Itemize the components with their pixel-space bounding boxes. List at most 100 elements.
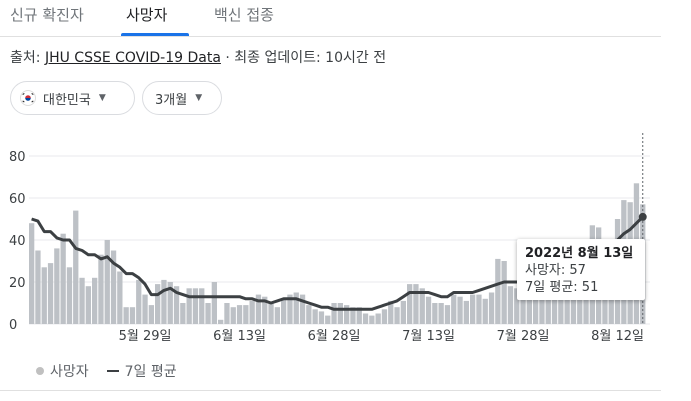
x-tick-label: 7월 13일 [402,329,455,344]
hover-marker [638,133,647,324]
x-tick-label: 5월 29일 [119,329,172,344]
deaths-bar [236,305,243,324]
deaths-bar [476,294,482,324]
deaths-bar [192,288,199,324]
deaths-bar [205,303,211,324]
deaths-bar [230,307,236,324]
deaths-bar [482,298,488,324]
deaths-bar [388,300,394,324]
deaths-bar [551,284,558,324]
deaths-bar [136,279,142,324]
deaths-bar [249,300,255,324]
deaths-bar [438,303,444,324]
deaths-bar [375,313,381,324]
deaths-bar [394,307,400,324]
deaths-bar [318,311,325,324]
deaths-bar [104,240,110,324]
tab-new-cases[interactable]: 신규 확진자 [10,6,84,24]
deaths-bar [457,296,463,324]
deaths-bar [123,307,129,324]
deaths-bar [142,294,148,324]
deaths-bar [501,261,507,324]
deaths-bar [35,250,41,324]
deaths-bar [243,305,249,324]
legend-average-label: 7일 평균 [124,364,177,380]
deaths-bar [66,267,73,324]
deaths-bar [117,271,123,324]
deaths-bar [463,300,469,324]
active-tab-indicator [121,33,189,36]
legend-deaths-label: 사망자 [50,364,89,380]
period-dropdown[interactable]: 3개월 ▼ [142,81,222,115]
deaths-bar [47,263,54,324]
region-label: 대한민국 [43,92,91,108]
deaths-bar [293,292,299,324]
deaths-bar [520,290,526,324]
deaths-bar [186,288,192,324]
x-axis-ticks: 5월 29일 6월 13일 6월 28일 7월 13일 7월 28일 8월 12일 [119,329,644,344]
deaths-bar [79,277,85,324]
source-prefix: 출처: [10,50,45,66]
deaths-legend-marker [36,367,44,375]
chevron-down-icon: ▼ [98,93,106,103]
y-axis-ticks: 0 20 40 60 80 [9,150,26,333]
chevron-down-icon: ▼ [195,93,203,103]
deaths-bar [155,284,161,324]
x-tick-label: 6월 13일 [213,329,266,344]
region-dropdown[interactable]: 대한민국 ▼ [10,81,135,115]
tooltip-average: 7일 평균: 51 [525,280,599,295]
deaths-bar [60,233,66,324]
deaths-bar [350,307,356,324]
deaths-bars [29,183,646,324]
deaths-bar [255,294,262,324]
deaths-bar [533,282,539,324]
deaths-bar [451,294,457,324]
deaths-bar [488,292,495,324]
deaths-bar [495,258,501,324]
deaths-bar [224,303,230,324]
hover-tooltip: 2022년 8월 13일 사망자: 57 7일 평균: 51 [517,239,645,300]
hover-point [638,212,647,221]
deaths-bar [299,294,306,324]
deaths-bar [344,305,350,324]
tab-bar: 신규 확진자 사망자 백신 접종 [0,0,661,37]
deaths-bar [539,284,545,324]
x-tick-label: 8월 12일 [591,329,644,344]
source-link[interactable]: JHU CSSE COVID-19 Data [44,50,221,66]
deaths-bar [444,305,451,324]
deaths-bar [526,298,532,324]
deaths-bar [413,284,419,324]
x-tick-label: 7월 28일 [497,329,550,344]
average-legend-marker [106,370,119,372]
deaths-bar [98,254,104,324]
deaths-bar [173,286,180,324]
deaths-bar [400,300,406,324]
deaths-bar [180,303,186,324]
deaths-bar [268,303,274,324]
deaths-bar [129,307,136,324]
tab-deaths[interactable]: 사망자 [126,6,168,24]
deaths-bar [558,288,564,324]
deaths-bar [514,288,520,324]
deaths-bar [369,315,375,324]
deaths-bar [29,223,35,324]
deaths-bar [564,294,570,324]
y-tick-label: 40 [9,234,26,249]
x-tick-label: 6월 28일 [308,329,361,344]
deaths-bar [545,284,551,324]
deaths-bar [325,315,331,324]
deaths-bar [577,282,583,324]
deaths-bar [274,307,280,324]
period-label: 3개월 [155,92,188,108]
deaths-bar [331,303,337,324]
deaths-chart[interactable]: 0 20 40 60 80 5월 29일 6월 13일 6월 28일 7월 13일 7월 28일… [0,125,661,350]
source-line: 출처: JHU CSSE COVID-19 Data · 최종 업데이트: 10… [10,47,386,67]
deaths-bar [362,313,369,324]
tab-vaccinations[interactable]: 백신 접종 [214,6,274,24]
deaths-bar [161,279,167,324]
deaths-bar [54,248,60,324]
deaths-bar [167,282,173,324]
deaths-bar [381,309,388,324]
deaths-bar [281,298,287,324]
deaths-bar [312,309,318,324]
